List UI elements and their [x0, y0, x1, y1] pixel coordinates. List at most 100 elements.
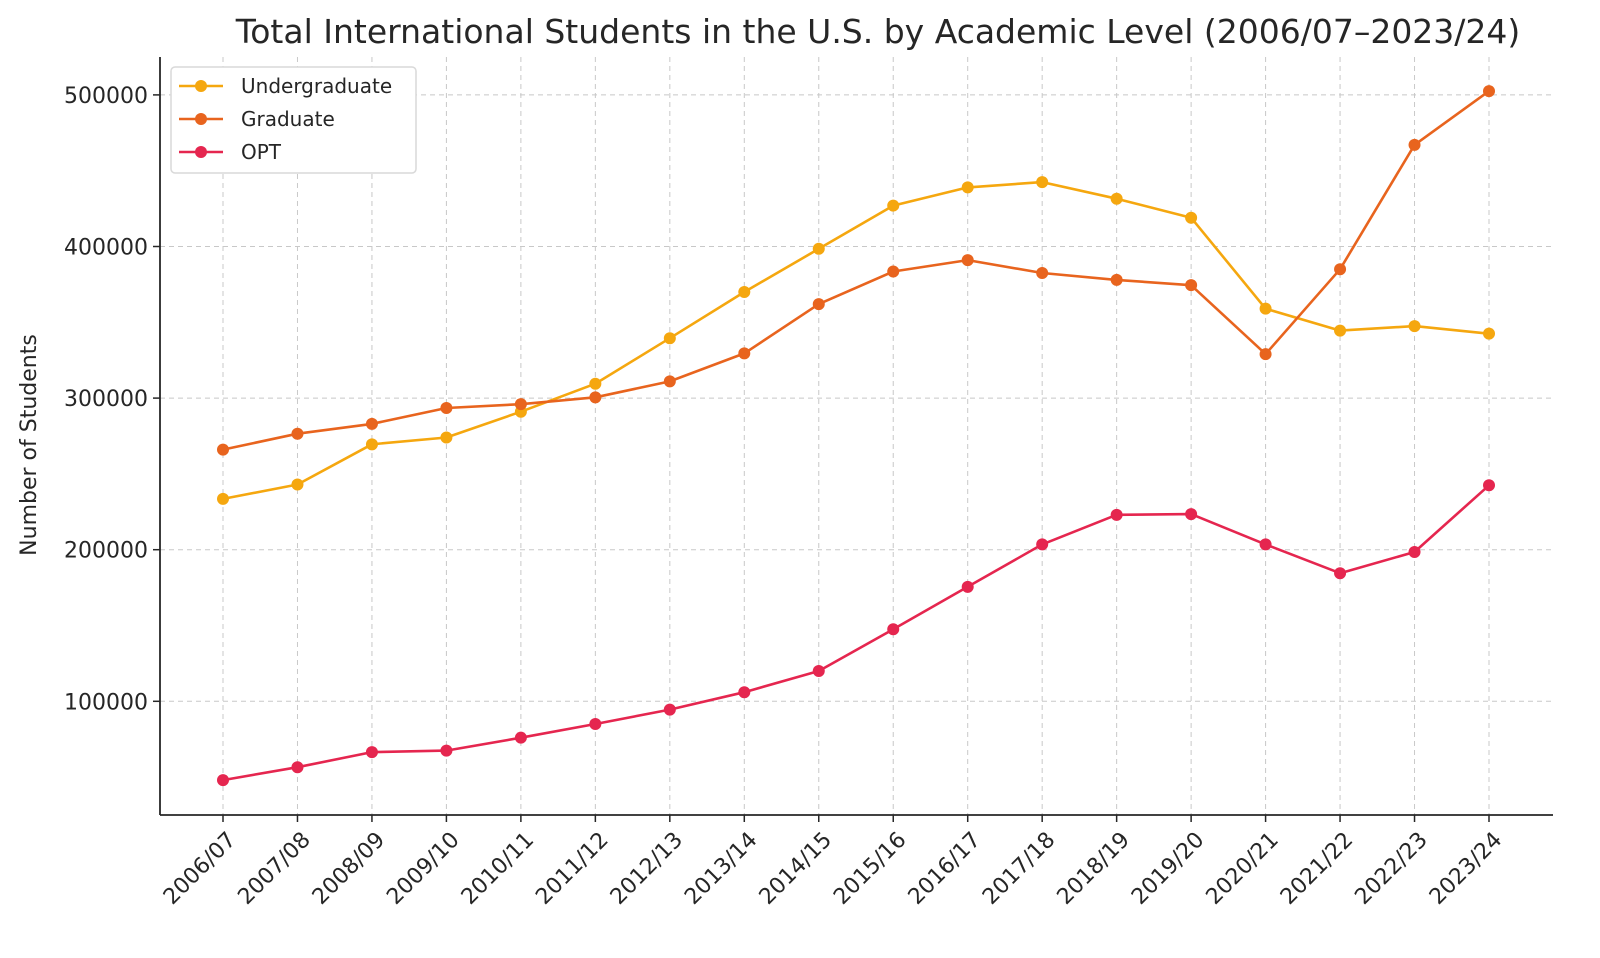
- legend-item: Undergraduate: [179, 74, 392, 98]
- data-point: [1110, 508, 1123, 521]
- data-point: [1408, 138, 1421, 151]
- x-tick-label: 2013/14: [680, 828, 762, 910]
- data-point: [217, 774, 229, 787]
- series-line: [222, 180, 1490, 501]
- data-point: [738, 686, 751, 699]
- data-point: [663, 703, 676, 716]
- x-tick-label: 2016/17: [904, 828, 986, 910]
- data-point: [217, 443, 229, 456]
- legend-item: Graduate: [179, 107, 335, 131]
- data-point: [663, 332, 676, 345]
- data-point: [1483, 327, 1495, 340]
- data-point: [365, 417, 378, 430]
- data-point: [1110, 273, 1123, 286]
- data-point: [1408, 545, 1421, 558]
- y-axis-label: Number of Students: [17, 334, 42, 556]
- x-tick-label: 2018/19: [1053, 828, 1135, 910]
- data-point: [961, 254, 974, 267]
- legend-marker: [195, 113, 207, 125]
- data-point: [1334, 567, 1347, 580]
- data-point: [514, 731, 527, 744]
- legend-label: OPT: [241, 140, 282, 164]
- axes: [159, 57, 1553, 816]
- data-point: [217, 492, 229, 505]
- chart-title: Total International Students in the U.S.…: [235, 12, 1521, 51]
- data-point: [1483, 85, 1495, 98]
- data-point: [1036, 267, 1049, 280]
- x-tick-label: 2009/10: [382, 828, 464, 910]
- y-tick-label: 400000: [64, 236, 148, 261]
- data-point: [440, 431, 453, 444]
- data-point: [1036, 176, 1049, 189]
- data-point: [365, 746, 378, 759]
- y-tick-label: 500000: [64, 84, 148, 109]
- y-tick-label: 200000: [64, 539, 148, 564]
- x-tick-label: 2008/09: [308, 828, 390, 910]
- data-point: [663, 375, 676, 388]
- x-tick-label: 2022/23: [1350, 828, 1432, 910]
- data-point: [812, 242, 825, 255]
- data-point: [1259, 538, 1272, 551]
- series-line: [222, 484, 1490, 782]
- legend-marker: [195, 146, 207, 158]
- data-point: [1259, 302, 1272, 315]
- data-point: [961, 181, 974, 194]
- x-tick-label: 2011/12: [531, 828, 613, 910]
- data-point: [812, 664, 825, 677]
- x-tick-label: 2019/20: [1127, 828, 1209, 910]
- data-point: [887, 623, 900, 636]
- data-point: [1185, 508, 1198, 521]
- data-point: [514, 398, 527, 411]
- data-point: [1334, 324, 1347, 337]
- series-graduate: [217, 85, 1495, 456]
- data-point: [291, 761, 304, 774]
- data-point: [1036, 538, 1049, 551]
- data-point: [1185, 279, 1198, 292]
- legend-box: [170, 66, 417, 174]
- data-point: [365, 438, 378, 451]
- data-point: [812, 298, 825, 311]
- data-point: [1408, 320, 1421, 333]
- data-point: [1185, 211, 1198, 224]
- x-ticks: 2006/072007/082008/092009/102010/112011/…: [159, 815, 1507, 910]
- y-ticks: 100000 200000 300000 400000 500000: [64, 84, 160, 715]
- data-point: [1483, 479, 1495, 492]
- data-point: [589, 391, 602, 404]
- data-point: [1110, 192, 1123, 205]
- series-line: [222, 90, 1490, 451]
- data-point: [440, 401, 453, 414]
- data-point: [887, 265, 900, 278]
- legend-label: Graduate: [241, 107, 335, 131]
- x-tick-label: 2007/08: [233, 828, 315, 910]
- y-tick-label: 300000: [64, 387, 148, 412]
- data-point: [291, 478, 304, 491]
- data-point: [961, 580, 974, 593]
- legend-marker: [195, 80, 207, 92]
- x-tick-label: 2020/21: [1202, 828, 1284, 910]
- series-undergraduate: [217, 176, 1495, 505]
- data-point: [291, 427, 304, 440]
- x-tick-label: 2017/18: [978, 828, 1060, 910]
- data-point: [738, 285, 751, 298]
- data-point: [440, 744, 453, 757]
- data-point: [589, 718, 602, 731]
- data-point: [1334, 263, 1347, 276]
- series-group: [217, 85, 1495, 787]
- data-point: [887, 199, 900, 212]
- legend: Undergraduate Graduate OPT: [170, 66, 417, 174]
- x-tick-label: 2010/11: [457, 828, 539, 910]
- data-point: [738, 347, 751, 360]
- y-tick-label: 100000: [64, 690, 148, 715]
- x-tick-label: 2012/13: [606, 828, 688, 910]
- x-tick-label: 2015/16: [829, 828, 911, 910]
- x-tick-label: 2014/15: [755, 828, 837, 910]
- x-tick-label: 2006/07: [159, 828, 241, 910]
- series-opt: [217, 479, 1495, 787]
- data-point: [589, 377, 602, 390]
- x-tick-label: 2021/22: [1276, 828, 1358, 910]
- data-point: [1259, 348, 1272, 361]
- x-tick-label: 2023/24: [1425, 828, 1507, 910]
- legend-label: Undergraduate: [241, 74, 392, 98]
